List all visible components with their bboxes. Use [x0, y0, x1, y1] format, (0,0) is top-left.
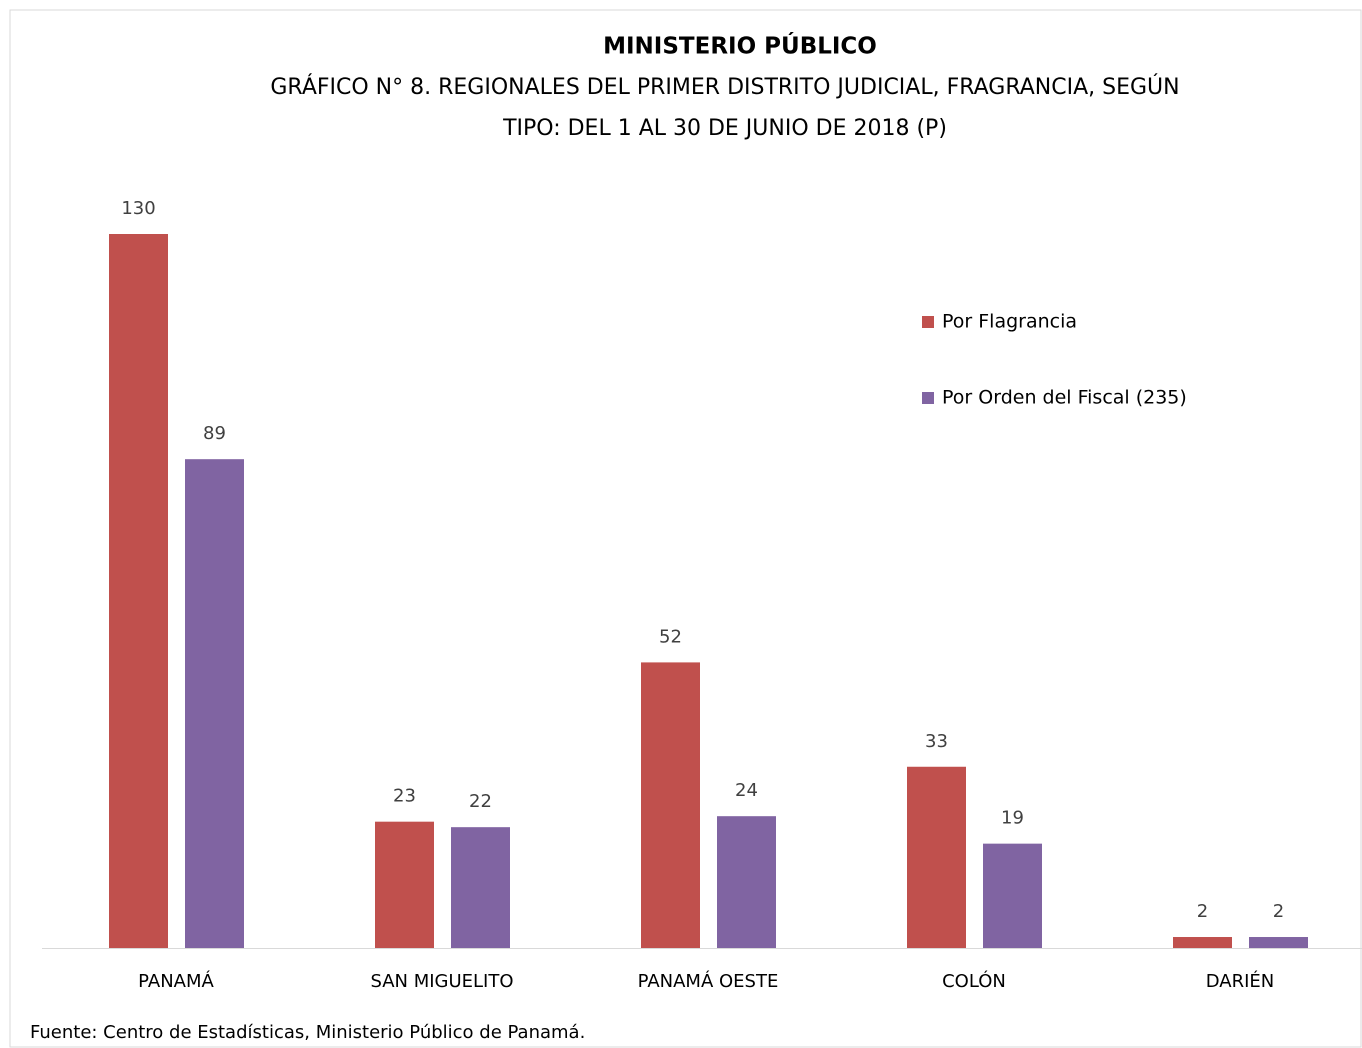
- legend-swatch: [922, 392, 934, 404]
- value-label: 22: [469, 791, 492, 812]
- legend-swatch: [922, 316, 934, 328]
- legend-label: Por Flagrancia: [942, 311, 1077, 333]
- x-tick-label: DARIÉN: [1206, 970, 1275, 992]
- bar: [641, 662, 700, 948]
- value-label: 2: [1197, 901, 1208, 922]
- value-label: 52: [659, 626, 682, 647]
- bar: [109, 234, 168, 948]
- legend-label: Por Orden del Fiscal (235): [942, 387, 1187, 409]
- bar: [185, 459, 244, 948]
- x-tick-label: PANAMÁ: [138, 970, 214, 992]
- bar: [717, 816, 776, 948]
- x-tick-label: PANAMÁ OESTE: [638, 970, 779, 992]
- value-label: 89: [203, 423, 226, 444]
- chart-subtitle: TIPO: DEL 1 AL 30 DE JUNIO DE 2018 (P): [502, 116, 947, 141]
- bar: [451, 827, 510, 948]
- value-label: 23: [393, 786, 416, 807]
- x-tick-label: COLÓN: [942, 970, 1006, 992]
- value-label: 2: [1273, 901, 1284, 922]
- bar: [907, 766, 966, 948]
- source-note: Fuente: Centro de Estadísticas, Minister…: [30, 1022, 585, 1043]
- bar: [1173, 937, 1232, 948]
- value-label: 19: [1001, 808, 1024, 829]
- bar: [375, 821, 434, 948]
- chart-title: MINISTERIO PÚBLICO: [603, 32, 877, 60]
- bar: [983, 843, 1042, 948]
- value-label: 33: [925, 731, 948, 752]
- value-label: 24: [735, 780, 758, 801]
- bar: [1249, 937, 1308, 948]
- chart-subtitle: GRÁFICO N° 8. REGIONALES DEL PRIMER DIST…: [270, 74, 1179, 100]
- value-label: 130: [121, 198, 155, 219]
- x-tick-label: SAN MIGUELITO: [370, 971, 513, 992]
